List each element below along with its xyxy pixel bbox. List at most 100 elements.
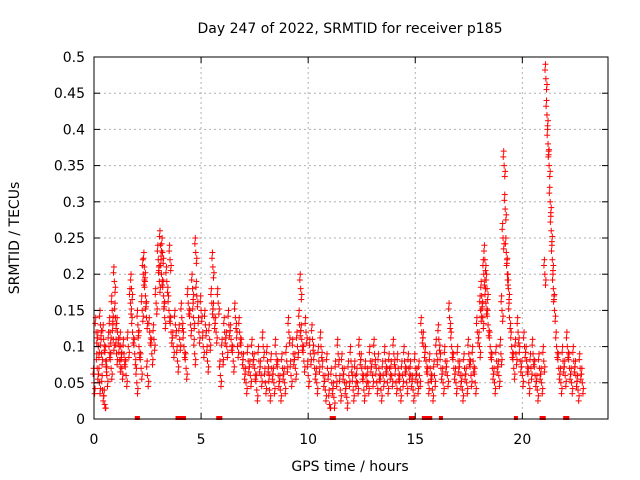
data-point	[134, 313, 141, 320]
data-point	[497, 336, 504, 343]
data-point	[471, 371, 478, 378]
data-point	[435, 336, 442, 343]
data-point	[304, 334, 311, 341]
data-point	[128, 320, 135, 327]
data-point	[145, 378, 152, 385]
data-point	[264, 343, 271, 350]
data-point	[477, 307, 484, 314]
data-point	[177, 342, 184, 349]
data-point	[194, 303, 201, 310]
data-point	[550, 262, 557, 269]
data-point	[204, 343, 211, 350]
data-point	[563, 329, 570, 336]
data-point	[436, 347, 443, 354]
data-point	[499, 318, 506, 325]
data-point	[397, 387, 404, 394]
data-point	[305, 383, 312, 390]
data-point	[227, 321, 234, 328]
data-point	[234, 343, 241, 350]
data-point	[285, 320, 292, 327]
data-point	[177, 305, 184, 312]
data-point	[361, 392, 368, 399]
data-point	[458, 372, 465, 379]
data-point	[380, 372, 387, 379]
data-point	[562, 372, 569, 379]
data-point	[238, 336, 245, 343]
data-point	[267, 397, 274, 404]
data-point	[512, 342, 519, 349]
data-point	[410, 387, 417, 394]
data-point	[123, 383, 130, 390]
data-point	[159, 235, 166, 241]
data-point	[420, 329, 427, 336]
data-point	[218, 342, 225, 349]
data-point	[543, 81, 550, 88]
data-point	[279, 350, 286, 357]
data-point	[285, 314, 292, 321]
data-point	[547, 168, 554, 175]
data-point	[201, 313, 208, 320]
data-point	[259, 378, 266, 385]
data-point	[180, 343, 187, 350]
data-point	[409, 378, 416, 385]
data-point	[426, 385, 433, 392]
data-point	[424, 363, 431, 370]
data-point	[139, 256, 146, 263]
data-point	[165, 307, 172, 314]
data-point	[130, 342, 137, 349]
data-point	[167, 314, 174, 321]
data-point	[109, 327, 116, 334]
data-point	[241, 376, 248, 383]
data-point	[557, 379, 564, 386]
data-point	[448, 329, 455, 336]
data-point	[470, 358, 477, 365]
data-point	[123, 372, 130, 379]
data-point	[415, 390, 422, 397]
data-point	[128, 271, 135, 278]
data-point	[254, 397, 261, 404]
data-point	[411, 350, 418, 357]
data-point	[134, 321, 141, 328]
data-point	[189, 271, 196, 278]
data-point	[230, 368, 237, 375]
data-point	[556, 376, 563, 383]
data-point	[531, 363, 538, 370]
data-point	[313, 379, 320, 386]
data-point	[473, 320, 480, 327]
data-point	[398, 392, 405, 399]
data-point	[135, 329, 142, 336]
data-point	[218, 383, 225, 390]
data-point	[373, 379, 380, 386]
data-point	[488, 356, 495, 363]
data-point	[534, 387, 541, 394]
data-point	[506, 291, 513, 298]
data-point	[146, 314, 153, 321]
data-point	[167, 267, 174, 274]
data-point	[191, 336, 198, 343]
data-point	[101, 342, 108, 349]
data-point	[99, 356, 106, 363]
data-point	[144, 325, 151, 332]
data-point	[479, 314, 486, 321]
data-point	[411, 356, 418, 363]
data-point	[364, 365, 371, 372]
data-point	[163, 263, 170, 270]
data-point	[236, 314, 243, 321]
data-point	[381, 343, 388, 350]
data-point	[437, 356, 444, 363]
data-point	[255, 349, 262, 356]
data-point	[251, 365, 258, 372]
data-point	[109, 321, 116, 328]
data-point	[483, 276, 490, 283]
data-point	[307, 361, 314, 368]
data-point	[569, 349, 576, 356]
data-point	[482, 267, 489, 274]
data-point	[207, 291, 214, 298]
data-point	[503, 262, 510, 269]
data-point	[532, 383, 539, 390]
data-point	[203, 349, 210, 356]
data-point	[430, 392, 437, 399]
data-point	[400, 383, 407, 390]
data-point	[231, 300, 238, 307]
data-point	[213, 339, 220, 346]
